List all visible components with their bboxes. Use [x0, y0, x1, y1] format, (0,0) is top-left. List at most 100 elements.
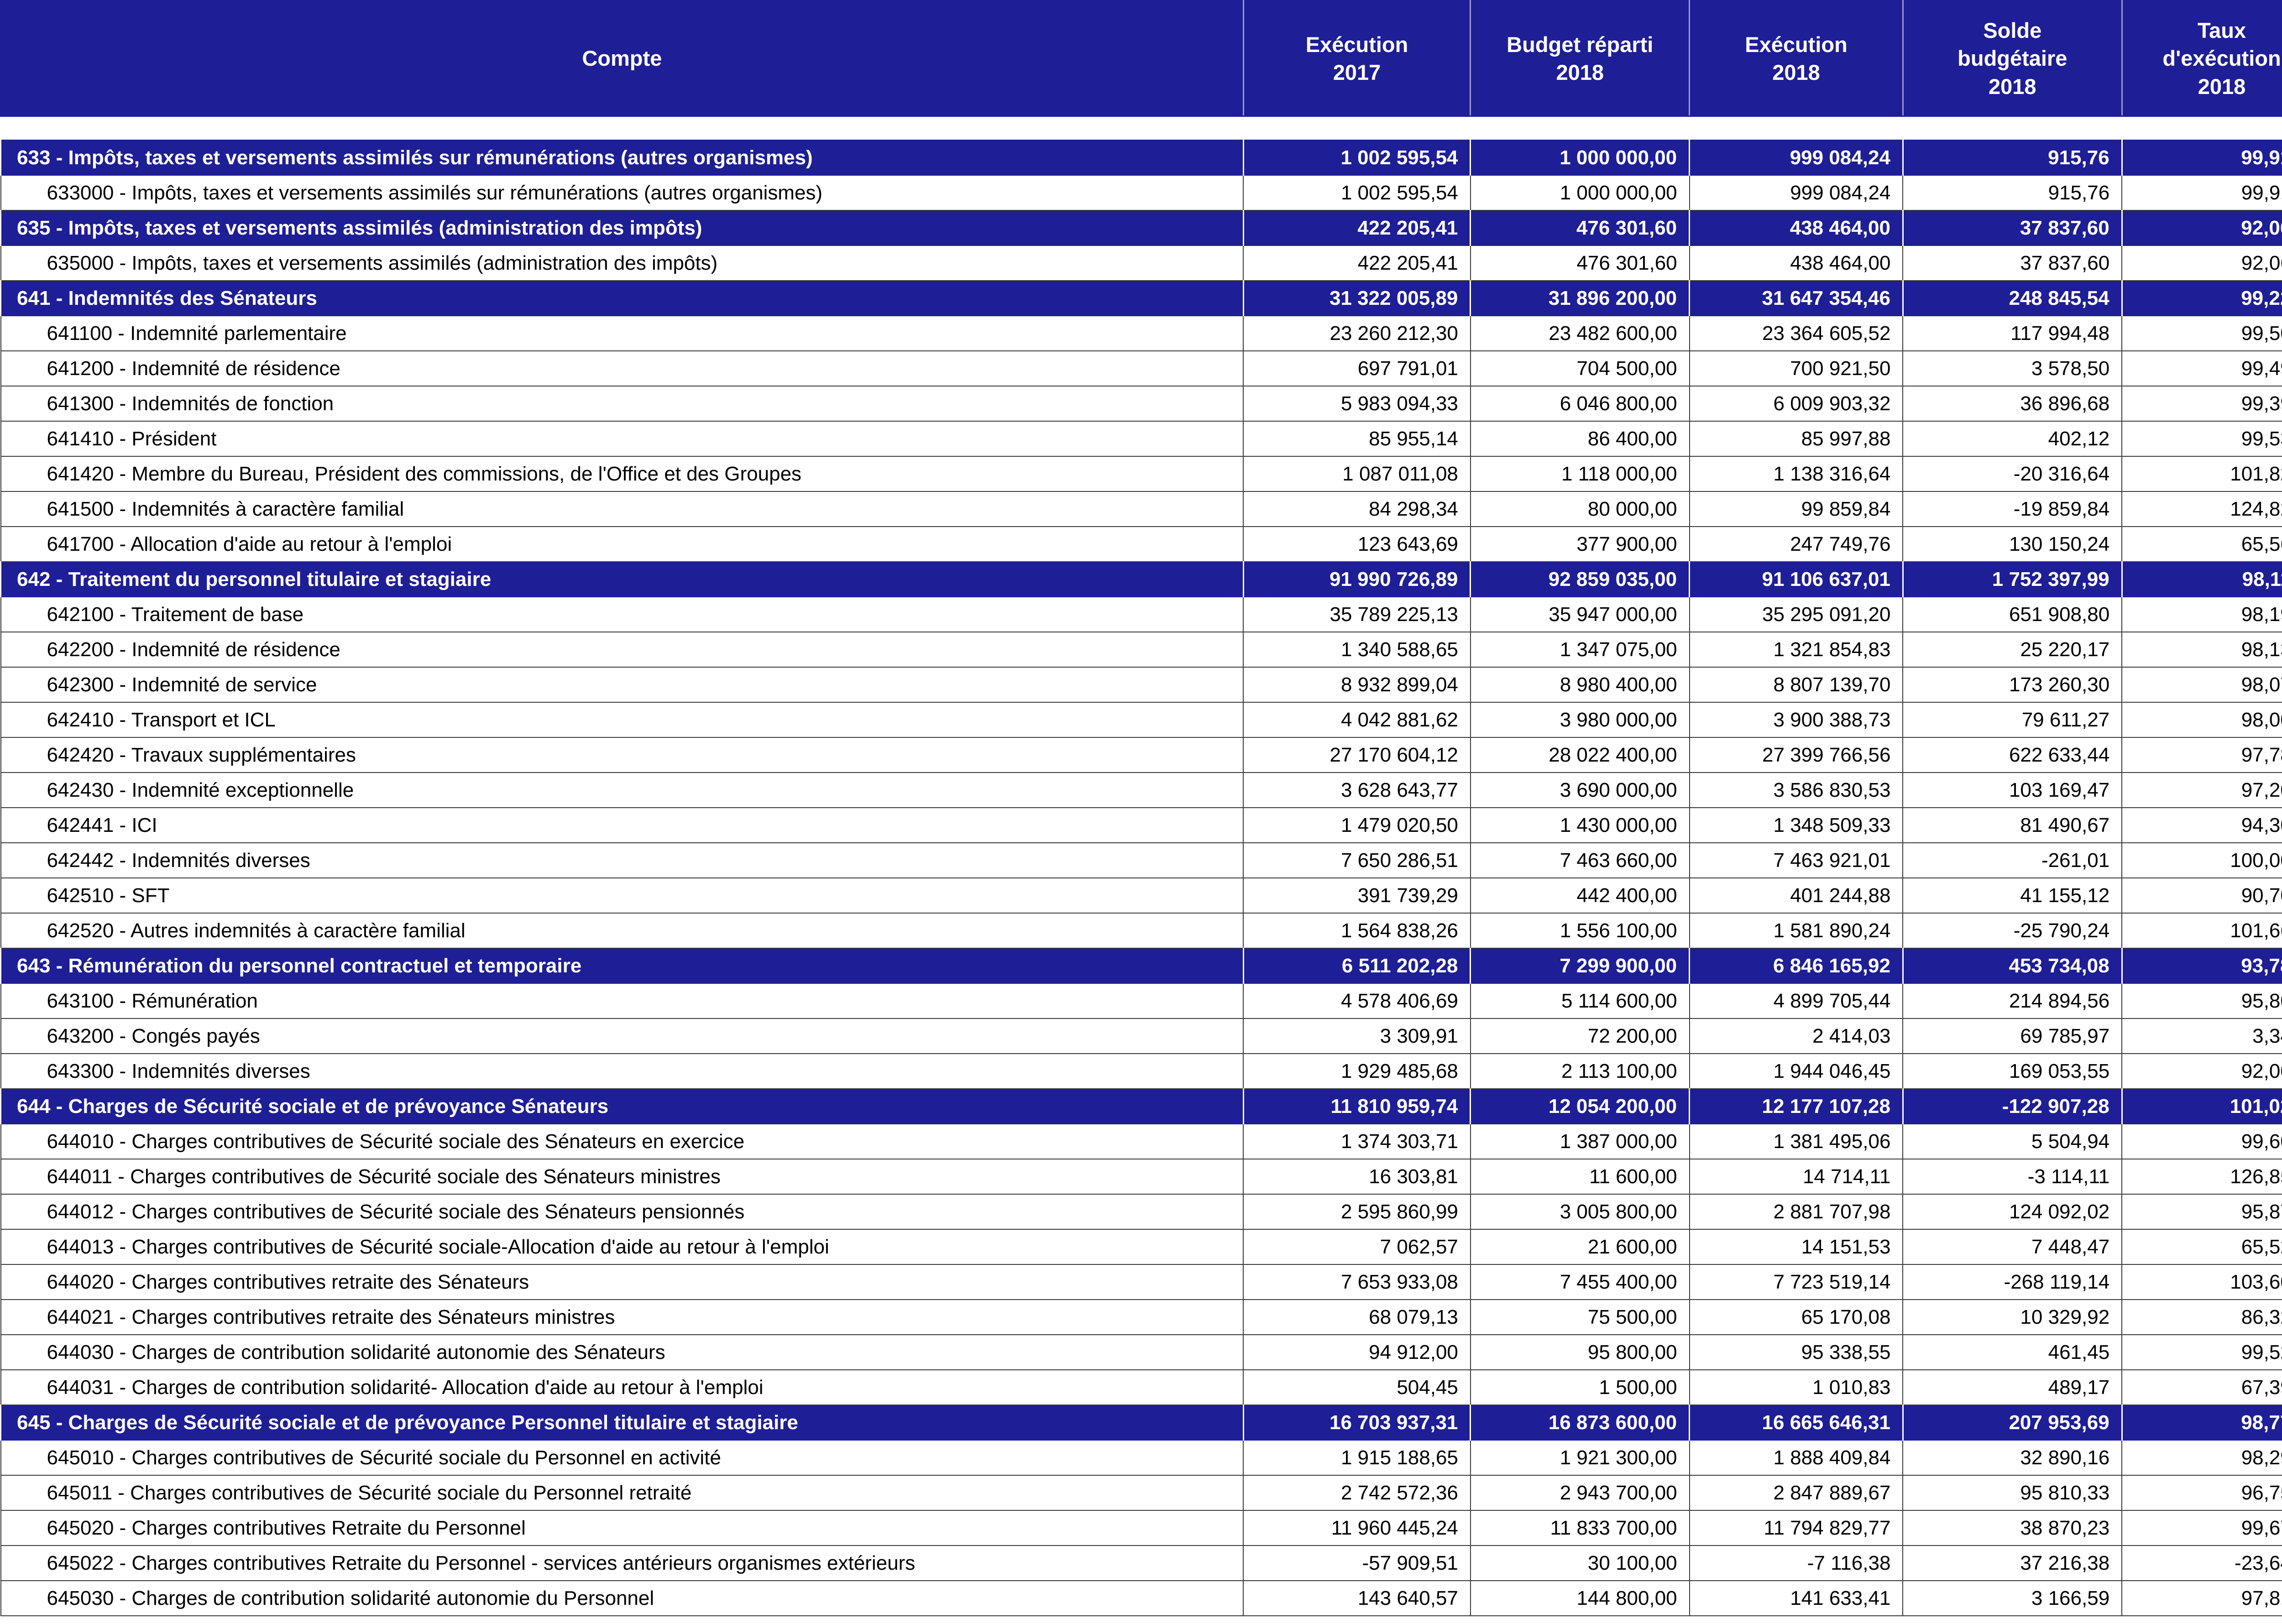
cell-value: 141 633,41 — [1689, 1580, 1904, 1616]
cell-value: 1 010,83 — [1689, 1369, 1904, 1405]
table-row: 642420 - Travaux supplémentaires 27 170 6… — [0, 737, 2282, 773]
account-label: 642300 - Indemnité de service — [0, 667, 1244, 703]
cell-value: 453 734,08 — [1902, 948, 2123, 984]
cell-value: 98,19% — [2121, 596, 2282, 632]
account-label: 644012 - Charges contributives de Sécuri… — [0, 1194, 1244, 1230]
cell-value: 92,00% — [2121, 1053, 2282, 1089]
table-row: 641420 - Membre du Bureau, Président des… — [0, 456, 2282, 492]
cell-value: 21 600,00 — [1470, 1229, 1690, 1265]
header-body-gap — [0, 116, 2282, 140]
cell-value: 99,50% — [2121, 315, 2282, 351]
cell-value: 99,91% — [2121, 140, 2282, 176]
cell-value: 117 994,48 — [1902, 315, 2123, 351]
cell-value: 8 932 899,04 — [1243, 667, 1471, 703]
cell-value: 6 046 800,00 — [1470, 386, 1690, 422]
cell-value: 91 106 637,01 — [1689, 561, 1904, 597]
cell-value: 95 338,55 — [1689, 1334, 1904, 1370]
table-row: 645030 - Charges de contribution solidar… — [0, 1580, 2282, 1616]
cell-value: 1 581 890,24 — [1689, 913, 1904, 949]
account-label: 642 - Traitement du personnel titulaire … — [0, 561, 1244, 597]
cell-value: 1 564 838,26 — [1243, 913, 1471, 949]
cell-value: 1 381 495,06 — [1689, 1123, 1904, 1159]
account-label: 645030 - Charges de contribution solidar… — [0, 1580, 1244, 1616]
cell-value: 65 170,08 — [1689, 1299, 1904, 1335]
cell-value: 2 113 100,00 — [1470, 1053, 1690, 1089]
account-label: 641500 - Indemnités à caractère familial — [0, 491, 1244, 527]
cell-value: 123 643,69 — [1243, 526, 1471, 562]
account-label: 642510 - SFT — [0, 877, 1244, 914]
cell-value: 1 347 075,00 — [1470, 632, 1690, 668]
cell-value: 7 299 900,00 — [1470, 948, 1691, 984]
cell-value: 4 578 406,69 — [1243, 983, 1471, 1019]
cell-value: 98,00% — [2121, 702, 2282, 738]
cell-value: 101,02% — [2121, 1088, 2282, 1124]
cell-value: 32 890,16 — [1902, 1440, 2123, 1476]
section-row: 642 - Traitement du personnel titulaire … — [0, 561, 2282, 597]
cell-value: 67,39% — [2121, 1369, 2282, 1405]
cell-value: 5 983 094,33 — [1243, 386, 1471, 422]
cell-value: 124 092,02 — [1902, 1194, 2123, 1230]
cell-value: -3 114,11 — [1902, 1159, 2123, 1195]
table-row: 633000 - Impôts, taxes et versements ass… — [0, 175, 2282, 211]
cell-value: 12 177 107,28 — [1689, 1088, 1904, 1124]
cell-value: 622 633,44 — [1902, 737, 2123, 773]
account-label: 645020 - Charges contributives Retraite … — [0, 1510, 1244, 1546]
cell-value: 97,81% — [2121, 1580, 2282, 1616]
cell-value: 99,53% — [2121, 421, 2282, 457]
account-label: 644030 - Charges de contribution solidar… — [0, 1334, 1244, 1370]
cell-value: 25 220,17 — [1902, 632, 2123, 668]
table-row: 641300 - Indemnités de fonction 5 983 094… — [0, 386, 2282, 422]
cell-value: 90,70% — [2121, 877, 2282, 914]
cell-value: 401 244,88 — [1689, 877, 1904, 914]
account-label: 645 - Charges de Sécurité sociale et de … — [0, 1405, 1244, 1441]
cell-value: 7 455 400,00 — [1470, 1264, 1690, 1300]
account-label: 644031 - Charges de contribution solidar… — [0, 1369, 1244, 1405]
cell-value: 1 000 000,00 — [1470, 140, 1691, 176]
cell-value: 99,52% — [2121, 1334, 2282, 1370]
cell-value: 11 960 445,24 — [1243, 1510, 1471, 1546]
table-row: 645011 - Charges contributives de Sécuri… — [0, 1475, 2282, 1511]
account-label: 642442 - Indemnités diverses — [0, 842, 1244, 878]
cell-value: 8 980 400,00 — [1470, 667, 1690, 703]
cell-value: 169 053,55 — [1902, 1053, 2123, 1089]
cell-value: 28 022 400,00 — [1470, 737, 1690, 773]
cell-value: 438 464,00 — [1689, 245, 1904, 281]
table-row: 642200 - Indemnité de résidence 1 340 588… — [0, 632, 2282, 668]
account-label: 644010 - Charges contributives de Sécuri… — [0, 1123, 1244, 1159]
table-row: 642510 - SFT 391 739,29 442 400,00 401 244,… — [0, 877, 2282, 914]
table-row: 643300 - Indemnités diverses 1 929 485,68… — [0, 1053, 2282, 1089]
cell-value: 461,45 — [1902, 1334, 2123, 1370]
account-label: 642441 - ICI — [0, 807, 1244, 843]
cell-value: 1 888 409,84 — [1689, 1440, 1904, 1476]
cell-value: 489,17 — [1902, 1369, 2123, 1405]
cell-value: 98,11% — [2121, 561, 2282, 597]
cell-value: 6 009 903,32 — [1689, 386, 1904, 422]
table-row: 641500 - Indemnités à caractère familial… — [0, 491, 2282, 527]
table-row: 642430 - Indemnité exceptionnelle 3 628 6… — [0, 772, 2282, 808]
account-label: 641 - Indemnités des Sénateurs — [0, 280, 1244, 316]
cell-value: 11 810 959,74 — [1242, 1088, 1471, 1124]
cell-value: 37 216,38 — [1902, 1545, 2123, 1581]
cell-value: 103 169,47 — [1902, 772, 2123, 808]
cell-value: 7 650 286,51 — [1243, 842, 1471, 878]
cell-value: 35 789 225,13 — [1243, 596, 1471, 632]
cell-value: 1 000 000,00 — [1470, 175, 1690, 211]
cell-value: -19 859,84 — [1902, 491, 2123, 527]
cell-value: 3 690 000,00 — [1470, 772, 1690, 808]
cell-value: 97,20% — [2121, 772, 2282, 808]
cell-value: 86,32% — [2121, 1299, 2282, 1335]
table-row: 642300 - Indemnité de service 8 932 899,0… — [0, 667, 2282, 703]
section-row: 645 - Charges de Sécurité sociale et de … — [0, 1405, 2282, 1441]
account-label: 645011 - Charges contributives de Sécuri… — [0, 1475, 1244, 1511]
cell-value: 7 723 519,14 — [1689, 1264, 1904, 1300]
cell-value: 37 837,60 — [1902, 210, 2123, 246]
cell-value: 1 002 595,54 — [1242, 140, 1471, 176]
cell-value: 1 138 316,64 — [1689, 456, 1904, 492]
cell-value: 7 463 660,00 — [1470, 842, 1690, 878]
cell-value: 16 665 646,31 — [1689, 1405, 1904, 1441]
cell-value: 3 166,59 — [1902, 1580, 2123, 1616]
cell-value: 1 118 000,00 — [1470, 456, 1690, 492]
cell-value: 1 387 000,00 — [1470, 1123, 1690, 1159]
table-row: 641410 - Président 85 955,14 86 400,00 85 9… — [0, 421, 2282, 457]
